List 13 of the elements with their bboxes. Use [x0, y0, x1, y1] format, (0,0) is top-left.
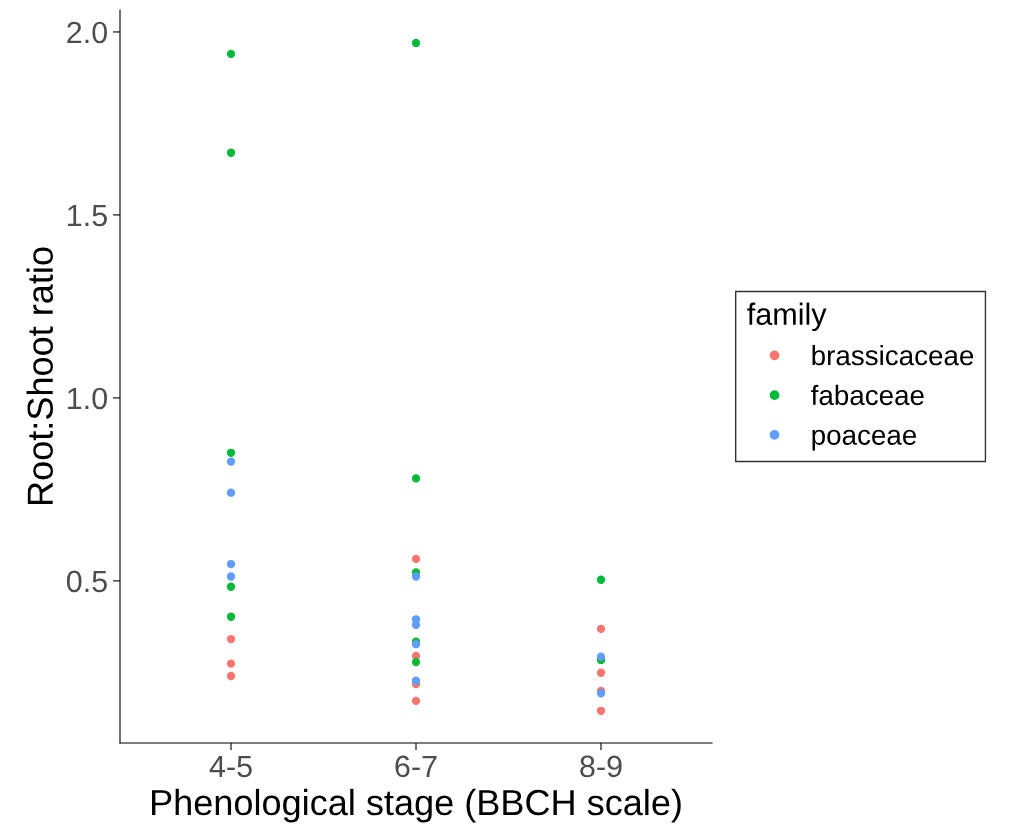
- y-tick-label: 1.5: [68, 204, 107, 227]
- y-tick-label: 1.0: [68, 387, 107, 410]
- legend-label: poaceae: [812, 429, 917, 451]
- legend-label: fabaceae: [811, 384, 924, 406]
- x-tick-label: 8-9: [580, 755, 622, 778]
- y-axis-title: Root:Shoot ratio: [26, 247, 54, 505]
- y-tick-label: 0.5: [66, 570, 107, 593]
- x-axis-title: Phenological stage (BBCH scale): [152, 788, 681, 823]
- x-tick-label: 4-5: [209, 755, 252, 778]
- x-tick-label: 6-7: [395, 755, 437, 778]
- y-tick-label: 2.0: [67, 21, 107, 44]
- legend-label: brassicaceae: [812, 344, 974, 366]
- legend-title: family: [747, 302, 827, 332]
